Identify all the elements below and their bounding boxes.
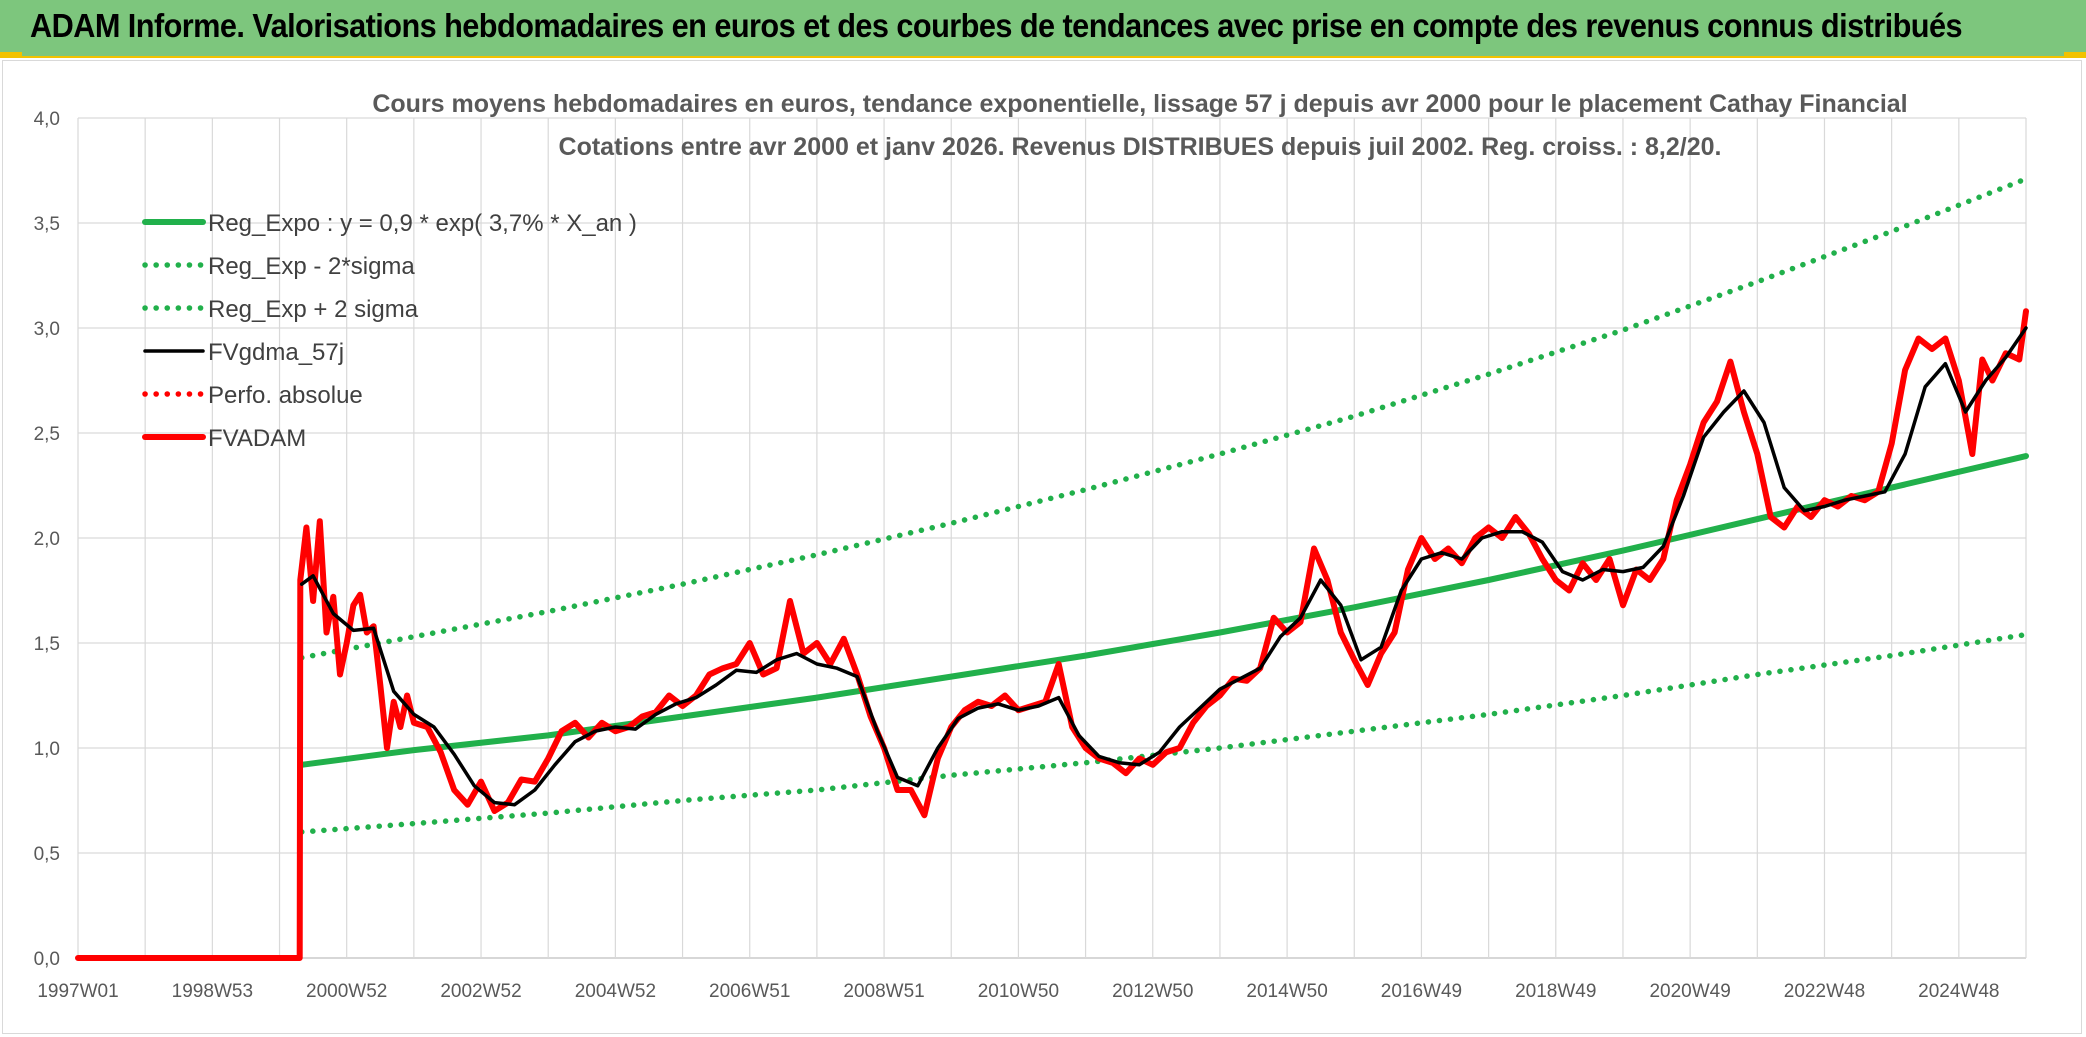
y-tick-label: 2,0 [34, 529, 60, 550]
legend: Reg_Expo : y = 0,9 * exp( 3,7% * X_an ) R… [142, 210, 637, 452]
report-banner: ADAM Informe. Valorisations hebdomadaire… [0, 0, 2086, 58]
y-tick-label: 0,0 [34, 949, 60, 970]
legend-label-4: Perfo. absolue [208, 382, 363, 409]
x-tick-label: 2004W52 [575, 981, 656, 1002]
chart-title-line2: Cotations entre avr 2000 et janv 2026. R… [559, 133, 1722, 161]
legend-label-2: Reg_Exp + 2 sigma [208, 296, 419, 323]
y-tick-label: 3,0 [34, 319, 60, 340]
y-tick-label: 1,0 [34, 739, 60, 760]
chart-frame [2, 60, 2082, 1034]
series-line-2 [298, 176, 2029, 661]
series-line-5 [75, 308, 2029, 961]
axes: 0,0 0,5 1,0 1,5 2,0 2,5 3,0 3,5 4,0 1997W01 1998W5… [34, 109, 2000, 1002]
x-tick-label: 2014W50 [1246, 981, 1327, 1002]
series-line-0 [298, 453, 2029, 768]
legend-label-5: FVADAM [208, 425, 306, 452]
x-tick-label: 2000W52 [306, 981, 387, 1002]
x-tick-label: 2002W52 [440, 981, 521, 1002]
grid [77, 117, 2027, 959]
chart-title-line1: Cours moyens hebdomadaires en euros, ten… [372, 90, 1907, 118]
legend-label-1: Reg_Exp - 2*sigma [208, 253, 415, 280]
y-tick-label: 2,5 [34, 424, 60, 445]
x-tick-label: 1998W53 [172, 981, 253, 1002]
legend-label-0: Reg_Expo : y = 0,9 * exp( 3,7% * X_an ) [208, 210, 637, 237]
x-tick-label: 2016W49 [1381, 981, 1462, 1002]
x-tick-label: 2008W51 [843, 981, 924, 1002]
x-tick-label: 2020W49 [1649, 981, 1730, 1002]
y-tick-label: 4,0 [34, 109, 60, 130]
y-tick-label: 0,5 [34, 844, 60, 865]
legend-label-3: FVgdma_57j [208, 339, 344, 366]
y-tick-label: 3,5 [34, 214, 60, 235]
x-tick-label: 2012W50 [1112, 981, 1193, 1002]
y-tick-label: 1,5 [34, 634, 60, 655]
x-tick-label: 2018W49 [1515, 981, 1596, 1002]
x-tick-label: 2024W48 [1918, 981, 1999, 1002]
x-tick-label: 2022W48 [1784, 981, 1865, 1002]
x-tick-label: 1997W01 [37, 981, 118, 1002]
x-tick-label: 2010W50 [978, 981, 1059, 1002]
corner-mark-right [2064, 52, 2086, 58]
series-layer [75, 176, 2029, 961]
series-line-3 [299, 326, 2028, 807]
report-title: ADAM Informe. Valorisations hebdomadaire… [30, 7, 1963, 44]
x-tick-label: 2006W51 [709, 981, 790, 1002]
corner-mark-left [0, 52, 22, 58]
